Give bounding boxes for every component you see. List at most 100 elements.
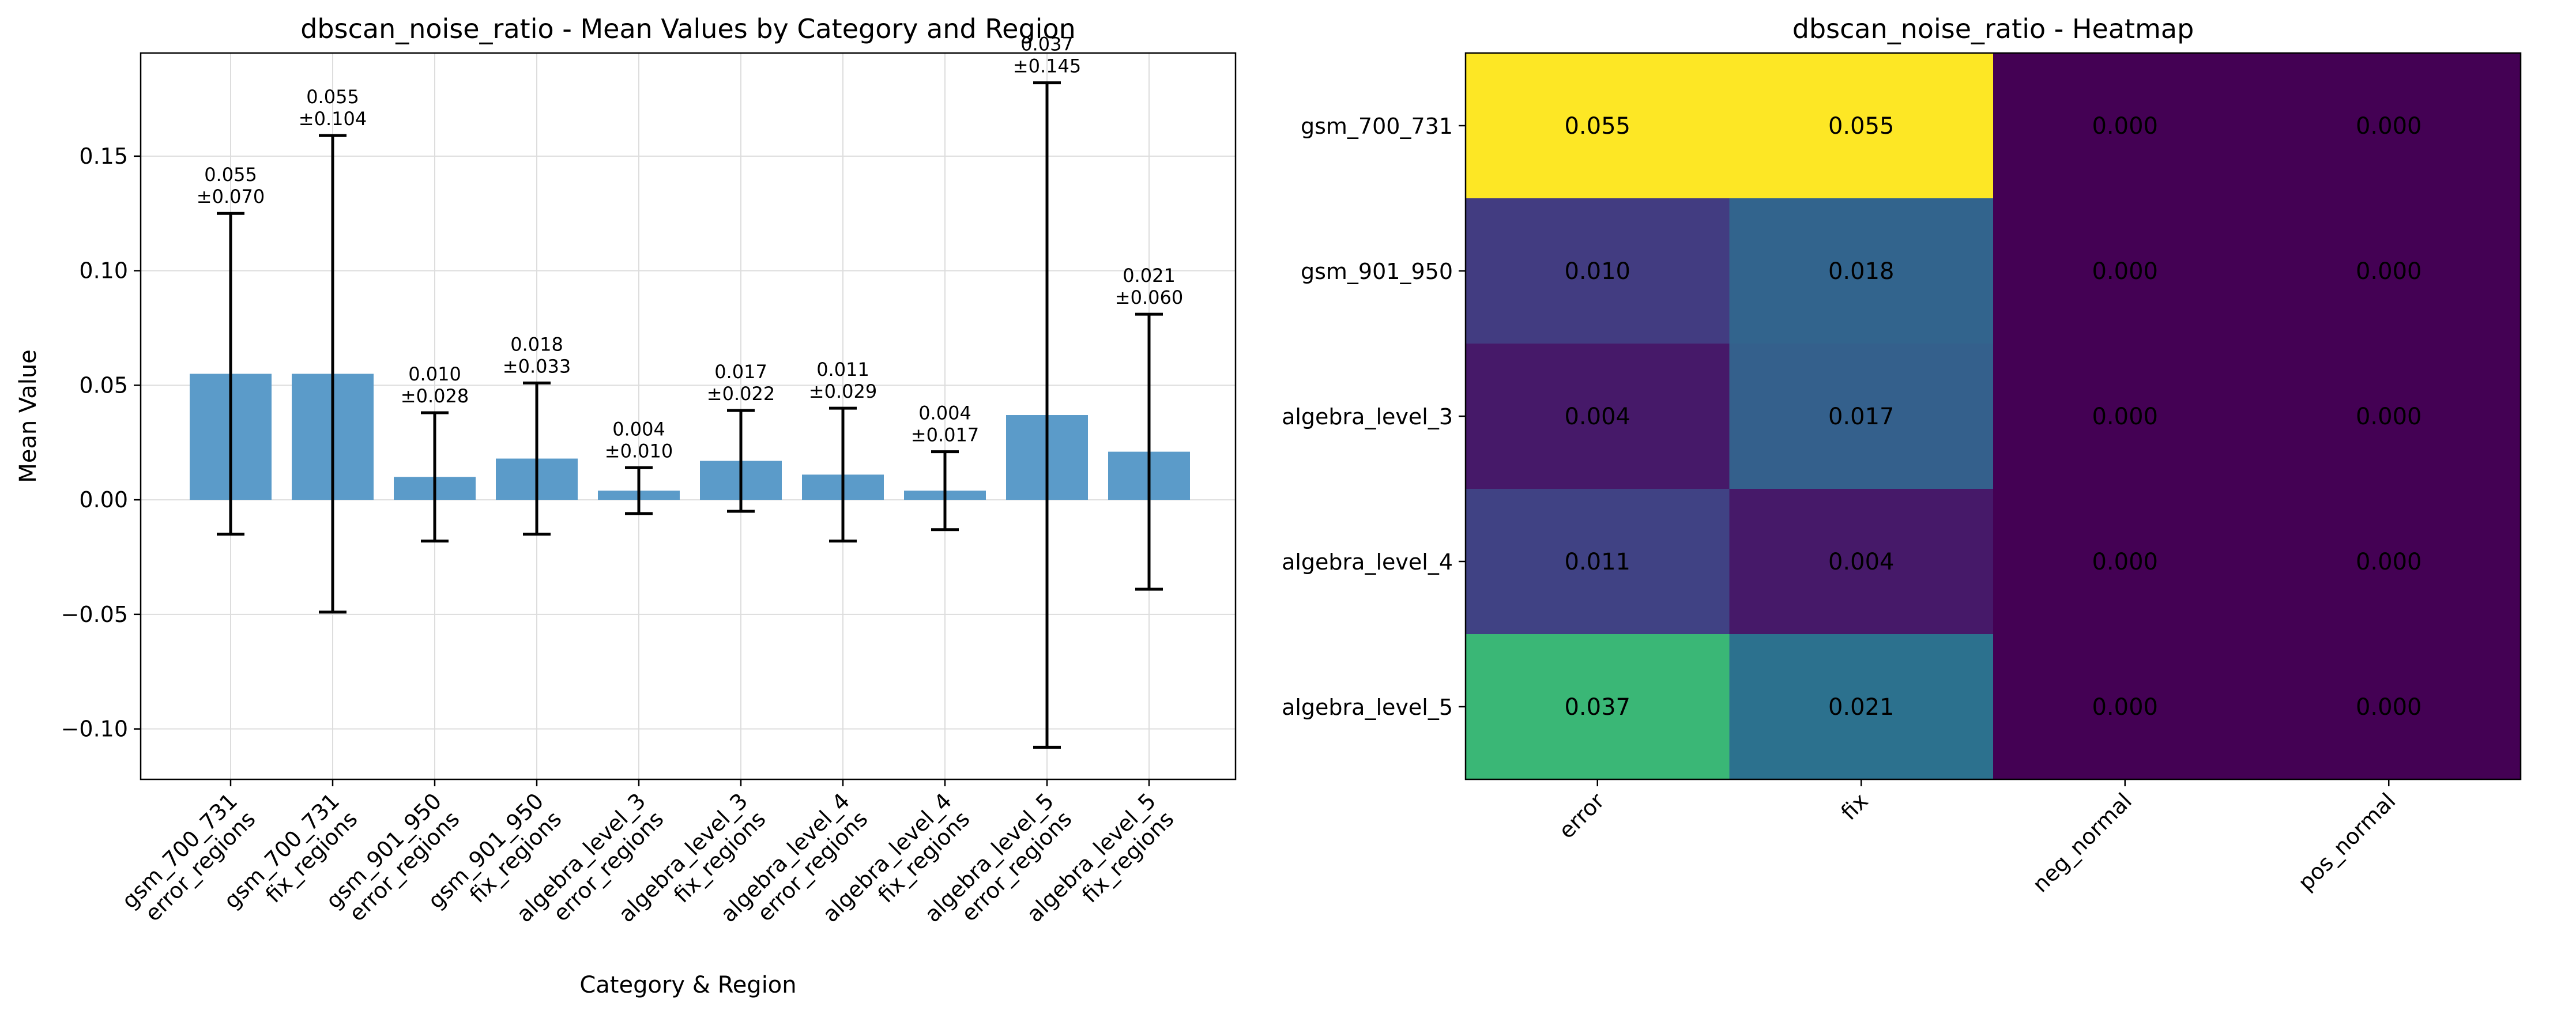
heatmap-cell <box>1993 489 2257 635</box>
bar-mean-label: 0.018 <box>510 333 563 355</box>
heatmap-row-label: gsm_700_731 <box>1301 114 1453 139</box>
error-bar <box>217 212 244 536</box>
heatmap-cell <box>2257 198 2521 344</box>
bar-error-label: ±0.022 <box>707 383 775 405</box>
y-tick-label: 0.15 <box>79 144 128 169</box>
heatmap-cell-value: 0.021 <box>1828 694 1895 721</box>
heatmap-cell-value: 0.000 <box>2356 404 2422 430</box>
bar-error-label: ±0.145 <box>1013 55 1081 77</box>
error-bar <box>931 450 959 531</box>
heatmap-cell-value: 0.055 <box>1828 113 1895 139</box>
bar-chart-annotations: 0.055±0.0700.055±0.1040.010±0.0280.018±0… <box>197 33 1183 462</box>
heatmap-cell-value: 0.000 <box>2356 549 2422 575</box>
bar-chart-title: dbscan_noise_ratio - Mean Values by Cate… <box>300 13 1076 44</box>
heatmap-cell <box>2257 489 2521 635</box>
heatmap-cell <box>1729 634 1994 780</box>
heatmap-cell-value: 0.018 <box>1828 258 1895 285</box>
bar-chart-error-bars <box>217 81 1163 749</box>
error-bar <box>727 409 755 513</box>
error-bar <box>319 134 347 614</box>
heatmap-cell <box>1993 634 2257 780</box>
heatmap-cell-value: 0.000 <box>2092 404 2158 430</box>
error-bar <box>829 406 857 543</box>
bar-chart: 0.055±0.0700.055±0.1040.010±0.0280.018±0… <box>15 13 1237 998</box>
bar-error-label: ±0.104 <box>299 108 367 130</box>
heatmap-cell <box>2257 53 2521 199</box>
heatmap-cell <box>1729 344 1994 489</box>
error-bar <box>625 466 653 515</box>
heatmap-column-label: neg_normal <box>2028 788 2137 897</box>
bar-mean-label: 0.004 <box>918 402 971 424</box>
bar-error-label: ±0.070 <box>197 186 265 208</box>
bar-mean-label: 0.055 <box>204 164 257 186</box>
bar-chart-bars <box>190 374 1190 500</box>
bar-chart-x-axis-label: Category & Region <box>579 972 796 998</box>
heatmap-cell-value: 0.037 <box>1564 694 1630 721</box>
heatmap-cell-value: 0.011 <box>1564 549 1630 575</box>
heatmap-cell-value: 0.000 <box>2092 694 2158 721</box>
bar-error-label: ±0.017 <box>911 424 979 446</box>
bar-mean-label: 0.037 <box>1020 33 1074 55</box>
heatmap-cell <box>1466 344 1730 489</box>
y-tick-label: −0.05 <box>61 602 128 627</box>
y-tick-label: 0.10 <box>79 258 128 284</box>
heatmap-column-label: error <box>1554 788 1609 843</box>
error-bar <box>1033 81 1061 749</box>
heatmap-cell-value: 0.000 <box>2356 113 2422 139</box>
bar-chart-y-axis: −0.10 −0.05 0.00 0.05 0.10 0.15 <box>61 144 141 742</box>
heatmap-title: dbscan_noise_ratio - Heatmap <box>1792 13 2194 44</box>
error-bar <box>421 411 449 543</box>
heatmap-cell-value: 0.017 <box>1828 404 1895 430</box>
heatmap-row-labels: gsm_700_731 gsm_901_950 algebra_level_3alg… <box>1282 114 1466 720</box>
heatmap-cells: 0.055 0.055 0.000 0.000 0.010 0.018 0.000 0.000… <box>1466 53 2521 780</box>
heatmap-column-label: pos_normal <box>2293 788 2400 895</box>
heatmap-row-label: algebra_level_3 <box>1282 404 1453 429</box>
heatmap-cell <box>1729 53 1994 199</box>
bar-error-label: ±0.028 <box>401 385 469 407</box>
heatmap-cell <box>1466 198 1730 344</box>
bar-mean-label: 0.021 <box>1123 265 1176 286</box>
heatmap-cell <box>1466 489 1730 635</box>
y-tick-label: 0.00 <box>79 487 128 512</box>
heatmap-column-label: fix <box>1836 788 1873 825</box>
heatmap-cell-value: 0.000 <box>2356 694 2422 721</box>
heatmap-cell-value: 0.000 <box>2092 549 2158 575</box>
heatmap-row-label: algebra_level_4 <box>1282 549 1453 575</box>
heatmap-cell-value: 0.000 <box>2092 113 2158 139</box>
error-bar <box>1135 312 1163 591</box>
bar-mean-label: 0.004 <box>612 418 665 440</box>
heatmap-cell-value: 0.000 <box>2356 258 2422 285</box>
heatmap-cell <box>1993 198 2257 344</box>
bar-error-label: ±0.060 <box>1115 286 1183 308</box>
bar-error-label: ±0.029 <box>809 380 877 402</box>
bar-error-label: ±0.033 <box>503 355 571 377</box>
heatmap-cell-value: 0.004 <box>1564 404 1630 430</box>
heatmap-cell-value: 0.055 <box>1564 113 1630 139</box>
bar-chart-frame <box>140 52 1237 781</box>
heatmap-cell <box>1466 53 1730 199</box>
heatmap-cell <box>1466 634 1730 780</box>
heatmap-cell <box>1729 489 1994 635</box>
heatmap-chart: 0.055 0.055 0.000 0.000 0.010 0.018 0.000 0.000… <box>1282 13 2522 898</box>
heatmap-cell-value: 0.010 <box>1564 258 1630 285</box>
bar-mean-label: 0.017 <box>714 361 767 383</box>
bar-chart-y-axis-label: Mean Value <box>15 349 42 483</box>
y-tick-label: 0.05 <box>79 372 128 398</box>
heatmap-cell-value: 0.004 <box>1828 549 1895 575</box>
error-bar <box>523 381 551 536</box>
bar-error-label: ±0.010 <box>605 440 673 462</box>
heatmap-row-label: gsm_901_950 <box>1301 259 1453 284</box>
bar-mean-label: 0.010 <box>408 363 461 385</box>
heatmap-cell <box>2257 344 2521 489</box>
y-tick-label: −0.10 <box>61 717 128 742</box>
heatmap-cell <box>1993 53 2257 199</box>
heatmap-cell-value: 0.000 <box>2092 258 2158 285</box>
bar-chart-x-axis: gsm_700_731error_regionsgsm_700_731fix_r… <box>117 779 1178 927</box>
heatmap-cell <box>1729 198 1994 344</box>
heatmap-cell <box>1993 344 2257 489</box>
heatmap-cell <box>2257 634 2521 780</box>
bar-mean-label: 0.055 <box>306 86 359 108</box>
heatmap-column-labels: error fix neg_normal pos_normal <box>1554 779 2401 898</box>
